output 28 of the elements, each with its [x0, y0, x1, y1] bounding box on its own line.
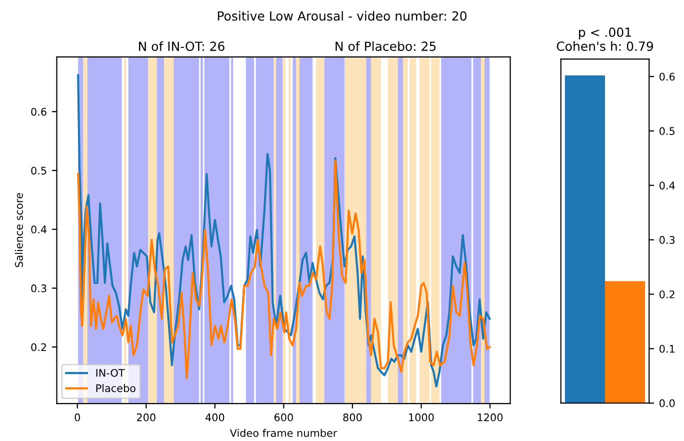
- y-axis-title: Salience score: [14, 193, 23, 268]
- x-tick-label: 1200: [478, 413, 503, 422]
- y-tick-label: 0.6: [660, 72, 675, 81]
- legend-label: IN-OT: [96, 368, 125, 377]
- x-tick-label: 400: [205, 413, 224, 422]
- y-tick-label: 0.2: [31, 343, 46, 352]
- y-tick-label: 0.6: [31, 108, 46, 116]
- text: N of IN-OT: 26: [138, 41, 224, 51]
- chart-title: Positive Low Arousal - video number: 20: [218, 11, 466, 21]
- chart-title: p < .001 Cohen's h: 0.79: [556, 27, 654, 51]
- legend-label: Placebo: [96, 384, 136, 392]
- y-tick-label: 0.0: [660, 399, 675, 408]
- x-tick-label: 800: [343, 413, 362, 422]
- x-tick-label: 200: [136, 413, 156, 422]
- x-tick-label: 1000: [409, 413, 434, 422]
- line-series: [77, 159, 491, 380]
- y-tick-label: 0.4: [31, 226, 46, 234]
- x-tick-label: 0: [74, 413, 80, 422]
- text: N of Placebo: 25: [336, 41, 436, 51]
- x-tick-label: 600: [274, 413, 293, 422]
- y-tick-label: 0.3: [660, 236, 675, 244]
- y-tick-label: 0.1: [660, 344, 674, 353]
- y-tick-label: 0.3: [31, 284, 46, 292]
- y-tick-label: 0.5: [31, 166, 46, 175]
- y-tick-label: 0.2: [660, 290, 674, 298]
- y-tick-label: 0.4: [660, 182, 675, 190]
- y-tick-label: 0.5: [660, 127, 674, 136]
- x-axis-title: Video frame number: [230, 428, 338, 437]
